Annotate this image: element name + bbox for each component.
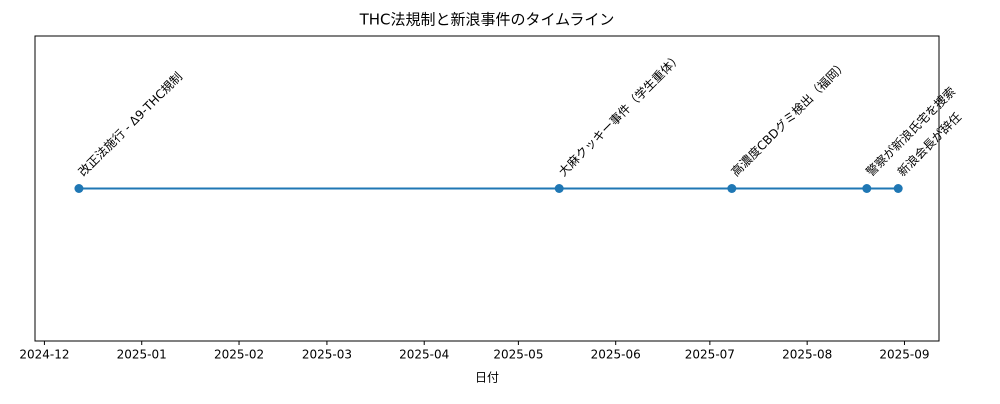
plot-frame — [34, 35, 940, 342]
x-tick-label: 2025-03 — [302, 348, 352, 362]
event-point — [893, 184, 903, 193]
event-label: 大麻クッキー事件（学生重体） — [555, 50, 684, 179]
x-tick-label: 2025-01 — [117, 348, 167, 362]
event-point — [862, 184, 872, 193]
x-tick-label: 2025-07 — [685, 348, 735, 362]
event-point — [727, 184, 737, 193]
event-label: 改正法施行 - Δ9-THC規制 — [75, 69, 185, 179]
x-tick-label: 2025-02 — [214, 348, 264, 362]
chart-title: THC法規制と新浪事件のタイムライン — [359, 11, 615, 29]
x-axis-label: 日付 — [475, 371, 499, 385]
x-tick-label: 2024-12 — [19, 348, 69, 362]
x-tick-label: 2025-05 — [493, 348, 543, 362]
x-tick-label: 2025-08 — [782, 348, 832, 362]
event-point — [74, 184, 84, 193]
x-tick-label: 2025-04 — [399, 348, 449, 362]
event-point — [554, 184, 564, 193]
event-label: 高濃度CBDグミ検出（福岡） — [728, 57, 850, 179]
x-tick-label: 2025-06 — [591, 348, 641, 362]
x-tick-label: 2025-09 — [879, 348, 929, 362]
